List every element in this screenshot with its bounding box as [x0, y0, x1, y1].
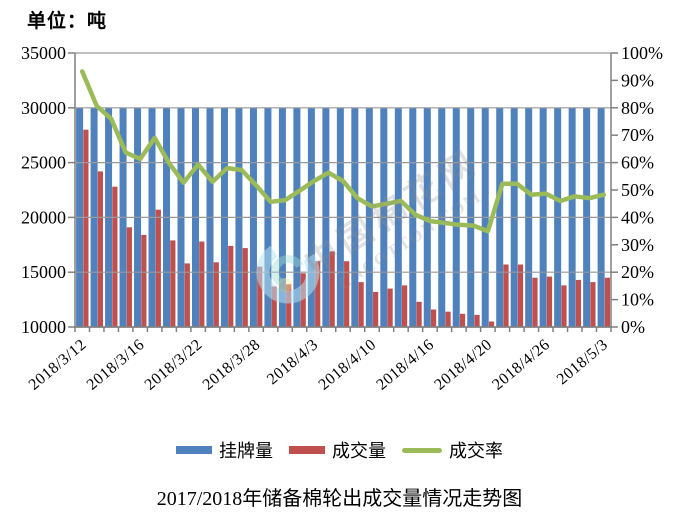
- combo-chart: 35000 30000 25000 20000 15000 10000 100% 90% 80%…: [21, 43, 663, 394]
- svg-text:70%: 70%: [621, 125, 654, 145]
- svg-text:0%: 0%: [621, 317, 645, 337]
- svg-text:2018/3/28: 2018/3/28: [200, 336, 264, 394]
- y-axis-left-labels: 35000 30000 25000 20000 15000 10000: [21, 43, 75, 337]
- svg-text:40%: 40%: [621, 207, 654, 227]
- svg-text:2018/3/12: 2018/3/12: [26, 336, 90, 394]
- trade-rate-line: [79, 69, 607, 234]
- chart-title: 2017/2018年储备棉轮出成交量情况走势图: [156, 488, 523, 510]
- legend-item-listed-volume: 挂牌量: [176, 437, 273, 463]
- legend-item-traded-volume: 成交量: [289, 437, 386, 463]
- svg-text:20000: 20000: [21, 207, 66, 227]
- svg-text:2018/4/20: 2018/4/20: [431, 336, 495, 394]
- legend-label-traded-volume: 成交量: [332, 441, 386, 461]
- svg-text:30000: 30000: [21, 98, 66, 118]
- chart-legend: 挂牌量 成交量 成交率: [0, 437, 679, 463]
- svg-text:2018/4/26: 2018/4/26: [489, 336, 553, 394]
- legend-swatch-traded-volume: [289, 446, 325, 454]
- svg-text:50%: 50%: [621, 180, 654, 200]
- svg-text:2018/5/3: 2018/5/3: [554, 336, 612, 388]
- svg-text:30%: 30%: [621, 235, 654, 255]
- svg-text:20%: 20%: [621, 262, 654, 282]
- svg-text:2018/3/16: 2018/3/16: [84, 336, 148, 394]
- legend-swatch-trade-rate: [402, 447, 442, 453]
- unit-label: 单位：吨: [27, 11, 108, 32]
- svg-text:15000: 15000: [21, 262, 66, 282]
- svg-text:60%: 60%: [621, 153, 654, 173]
- svg-text:2018/4/3: 2018/4/3: [264, 336, 322, 388]
- legend-swatch-listed-volume: [176, 446, 212, 454]
- svg-text:2018/4/16: 2018/4/16: [373, 336, 437, 394]
- gridlines: [75, 52, 611, 273]
- svg-text:2018/3/22: 2018/3/22: [142, 336, 206, 394]
- traded-volume-bars: [83, 129, 611, 327]
- svg-text:80%: 80%: [621, 98, 654, 118]
- svg-text:25000: 25000: [21, 153, 66, 173]
- svg-text:2018/4/10: 2018/4/10: [315, 336, 379, 394]
- svg-text:100%: 100%: [621, 43, 663, 63]
- svg-text:90%: 90%: [621, 70, 654, 90]
- legend-label-trade-rate: 成交率: [449, 441, 503, 461]
- svg-text:10000: 10000: [21, 317, 66, 337]
- legend-label-listed-volume: 挂牌量: [219, 441, 273, 461]
- legend-item-trade-rate: 成交率: [402, 437, 503, 463]
- y-axis-right-labels: 100% 90% 80% 70% 60% 50% 40% 30% 20% 10% 0%: [611, 43, 663, 337]
- svg-text:10%: 10%: [621, 290, 654, 310]
- x-axis-ticks: [74, 327, 612, 332]
- svg-text:35000: 35000: [21, 43, 66, 63]
